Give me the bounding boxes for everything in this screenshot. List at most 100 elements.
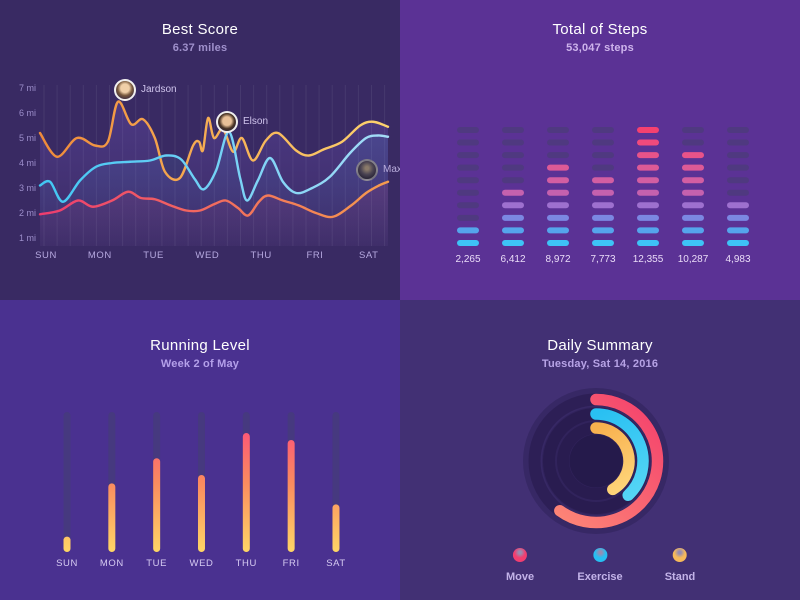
step-segment — [592, 189, 614, 196]
y-tick-label: 6 mi — [19, 108, 36, 118]
step-column: 12,355 — [633, 127, 664, 265]
runner-avatar-max[interactable]: Max — [356, 159, 400, 181]
x-axis-label: MON — [88, 250, 112, 261]
series-line-elson — [38, 130, 390, 203]
step-segment — [727, 177, 749, 184]
step-segment — [592, 164, 614, 171]
level-fill — [332, 504, 340, 552]
step-segment — [457, 227, 479, 234]
step-segment — [637, 239, 659, 246]
step-column: 8,972 — [545, 127, 571, 265]
step-column: 2,265 — [455, 127, 481, 265]
legend-label: Exercise — [577, 571, 623, 583]
day-label: FRI — [283, 558, 300, 569]
step-segment — [547, 202, 569, 209]
step-value-label: 7,773 — [590, 254, 615, 265]
runner-name: Elson — [243, 116, 269, 127]
avatar — [216, 111, 238, 133]
step-column: 7,773 — [590, 127, 616, 265]
level-fill — [63, 536, 71, 552]
step-value-label: 8,972 — [545, 254, 570, 265]
step-segment — [547, 239, 569, 246]
step-segment — [727, 189, 749, 196]
best-score-panel: Best Score 6.37 miles 7 mi 6 mi 5 mi 4 mi 3 … — [0, 0, 400, 300]
step-column: 10,287 — [678, 127, 709, 265]
exercise-dot-icon — [592, 548, 607, 562]
y-tick-label: 5 mi — [19, 133, 36, 143]
running-level-subtitle: Week 2 of May — [160, 358, 240, 370]
step-segment — [457, 239, 479, 246]
legend-label: Move — [505, 571, 535, 583]
total-steps-chart: 2,265 6,412 8,972 7,773 12,355 10,287 4,983 — [455, 127, 751, 265]
x-axis-label: FRI — [306, 250, 323, 261]
level-bar-tue: TUE — [146, 412, 167, 569]
legend-item-move[interactable]: Move — [506, 548, 534, 583]
runner-avatar-jardson[interactable]: Jardson — [114, 79, 177, 101]
step-segment — [547, 177, 569, 184]
best-score-subtitle: 6.37 miles — [172, 42, 228, 54]
step-segment — [592, 214, 614, 221]
level-fill — [153, 458, 161, 552]
y-axis-tick-labels: 7 mi 6 mi 5 mi 4 mi 3 mi 2 mi 1 mi — [19, 83, 36, 243]
step-value-label: 12,355 — [633, 254, 664, 265]
step-segment — [502, 202, 524, 209]
step-column: 6,412 — [500, 127, 526, 265]
step-segment — [682, 164, 704, 171]
x-axis-label: WED — [195, 250, 219, 261]
step-segment — [637, 177, 659, 184]
step-segment — [682, 177, 704, 184]
running-level-chart: SUN MON TUE WED THU FRI SAT — [56, 412, 345, 569]
step-column: 4,983 — [725, 127, 751, 265]
level-fill — [242, 433, 250, 552]
day-label: SUN — [56, 558, 78, 569]
step-segment — [682, 202, 704, 209]
step-segment — [592, 139, 614, 146]
step-segment — [502, 177, 524, 184]
step-segment — [457, 127, 479, 133]
x-axis-label: THU — [251, 250, 272, 261]
y-tick-label: 3 mi — [19, 183, 36, 193]
level-fill — [108, 483, 116, 552]
stand-dot-icon — [673, 548, 687, 562]
step-segment — [682, 227, 704, 234]
step-segment — [547, 164, 569, 171]
running-level-title: Running Level — [150, 337, 250, 354]
step-segment — [682, 189, 704, 196]
day-label: MON — [100, 558, 124, 569]
runner-name: Max — [383, 164, 400, 175]
step-segment — [502, 189, 524, 196]
total-steps-panel: Total of Steps 53,047 steps 2,265 6,412 8,… — [400, 0, 800, 300]
step-segment — [727, 164, 749, 171]
level-bar-wed: WED — [190, 412, 213, 569]
step-segment — [682, 214, 704, 221]
y-tick-label: 4 mi — [19, 158, 36, 168]
step-segment — [592, 227, 614, 234]
legend-item-exercise[interactable]: Exercise — [577, 548, 623, 583]
step-segment — [637, 189, 659, 196]
day-label: TUE — [146, 558, 167, 569]
step-segment — [727, 127, 749, 133]
day-label: THU — [236, 558, 257, 569]
step-segment — [637, 202, 659, 209]
legend-item-stand[interactable]: Stand — [664, 548, 696, 583]
step-segment — [592, 152, 614, 159]
step-segment — [547, 152, 569, 159]
legend-label: Stand — [664, 571, 696, 583]
daily-summary-subtitle: Tuesday, Sat 14, 2016 — [541, 358, 659, 370]
x-axis-label: SUN — [35, 250, 57, 261]
step-segment — [682, 127, 704, 133]
y-tick-label: 7 mi — [19, 83, 36, 93]
level-bar-sat: SAT — [326, 412, 345, 569]
step-segment — [457, 139, 479, 146]
step-segment — [637, 214, 659, 221]
y-tick-label: 1 mi — [19, 233, 36, 243]
level-bar-thu: THU — [236, 412, 257, 569]
runner-avatar-elson[interactable]: Elson — [216, 111, 268, 133]
step-segment — [592, 127, 614, 133]
best-score-title: Best Score — [161, 21, 239, 38]
runner-name: Jardson — [141, 84, 177, 95]
x-axis-labels: SUN MON TUE WED THU FRI SAT — [35, 250, 378, 261]
level-bar-sun: SUN — [56, 412, 78, 569]
step-segment — [547, 227, 569, 234]
